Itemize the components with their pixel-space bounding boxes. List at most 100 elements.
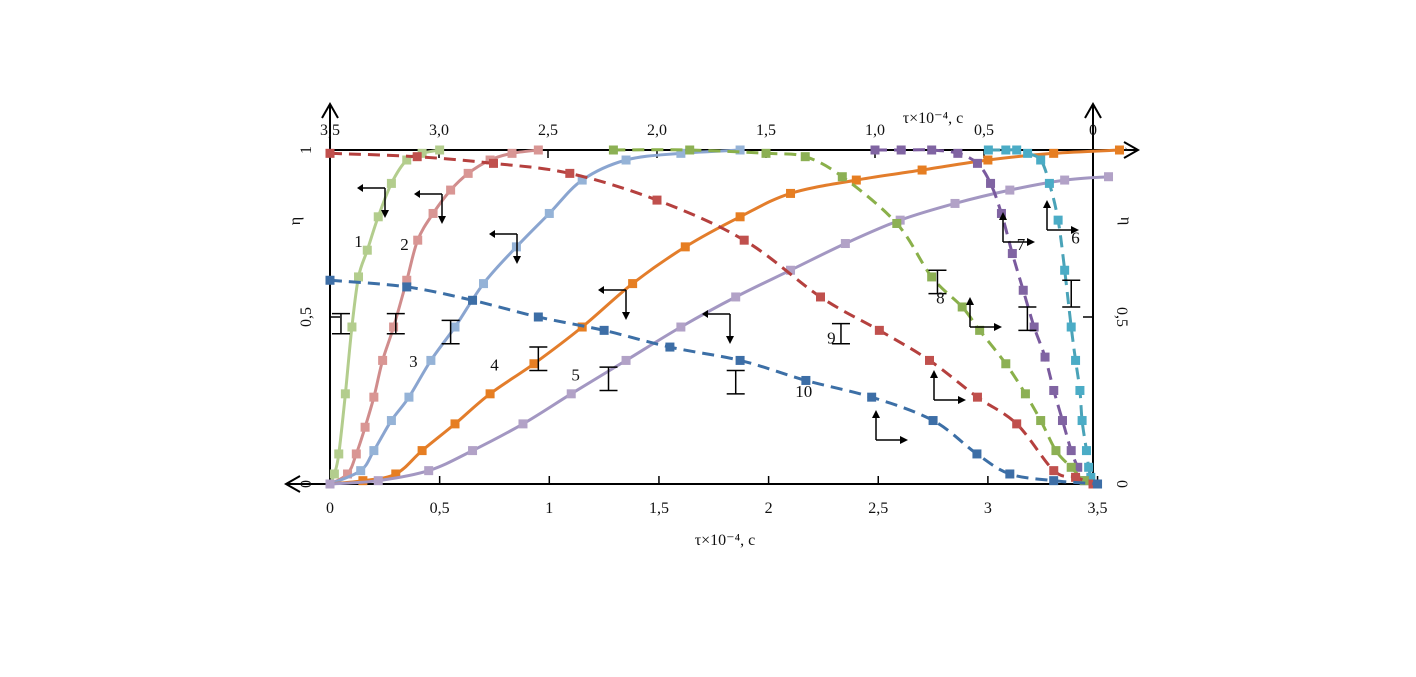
series-point-5 (840, 239, 850, 249)
series-point-2 (360, 422, 370, 432)
series-point-1 (362, 245, 372, 255)
direction-marker-left-down (702, 310, 734, 344)
series-line-8 (613, 148, 1094, 486)
series-point-2 (507, 148, 517, 158)
series-4 (325, 145, 1124, 489)
x-top-tick-label: 3,0 (429, 122, 449, 139)
arrow-down-icon (622, 312, 630, 320)
y-left-tick-label: 0,5 (298, 307, 315, 327)
direction-marker-left-down (489, 230, 521, 264)
series-point-6 (1081, 446, 1091, 456)
series-point-5 (731, 292, 741, 302)
series-point-7 (1007, 249, 1017, 259)
series-point-3 (544, 208, 554, 218)
series-point-10 (533, 312, 543, 322)
direction-marker-up-right (872, 410, 908, 444)
series-point-4 (917, 165, 927, 175)
series-point-5 (424, 466, 434, 476)
series-point-5 (325, 479, 335, 489)
series-point-6 (1086, 472, 1096, 482)
error-bar (386, 312, 405, 335)
series-point-7 (1049, 385, 1059, 395)
x-top-tick-label: 3,5 (320, 122, 340, 139)
series-point-3 (369, 446, 379, 456)
series-point-5 (518, 419, 528, 429)
series-point-9 (565, 168, 575, 178)
curve-label-5: 5 (571, 365, 580, 384)
arrow-right-icon (1027, 238, 1035, 246)
series-point-10 (1093, 479, 1103, 489)
series-point-2 (533, 145, 543, 155)
series-point-5 (950, 198, 960, 208)
series-point-10 (867, 392, 877, 402)
series-point-6 (983, 145, 993, 155)
series-2 (325, 145, 543, 489)
x-top-tick-label: 0 (1089, 122, 1097, 139)
series-group (325, 145, 1124, 489)
series-point-8 (837, 172, 847, 182)
series-point-6 (1075, 385, 1085, 395)
direction-marker-left-down (357, 184, 389, 218)
error-bar (1062, 279, 1081, 308)
series-point-5 (566, 389, 576, 399)
x-bottom-tick-label: 2,5 (868, 500, 888, 517)
series-point-9 (325, 148, 335, 158)
series-point-7 (1040, 352, 1050, 362)
series-point-7 (1018, 285, 1028, 295)
arrow-right-icon (994, 323, 1002, 331)
series-point-8 (927, 272, 937, 282)
series-point-8 (1066, 462, 1076, 472)
series-point-2 (463, 168, 473, 178)
series-point-8 (608, 145, 618, 155)
series-point-8 (975, 325, 985, 335)
arrow-left-icon (702, 310, 708, 318)
curve-label-9: 9 (827, 329, 836, 348)
arrow-down-icon (381, 210, 389, 218)
series-point-2 (402, 275, 412, 285)
direction-marker-up-right (966, 297, 1002, 331)
series-point-4 (680, 242, 690, 252)
series-point-8 (1079, 476, 1089, 486)
series-point-4 (450, 419, 460, 429)
series-point-6 (1053, 215, 1063, 225)
series-point-10 (972, 449, 982, 459)
series-point-1 (347, 322, 357, 332)
series-point-9 (874, 325, 884, 335)
series-point-3 (621, 155, 631, 165)
series-point-7 (1073, 462, 1083, 472)
series-point-1 (354, 272, 364, 282)
arrow-down-icon (438, 216, 446, 224)
series-point-3 (676, 148, 686, 158)
series-point-1 (386, 178, 396, 188)
arrow-left-icon (598, 286, 604, 294)
series-point-7 (996, 208, 1006, 218)
series-point-8 (892, 218, 902, 228)
series-point-7 (1066, 446, 1076, 456)
series-point-1 (402, 155, 412, 165)
series-point-7 (972, 158, 982, 168)
series-point-9 (739, 235, 749, 245)
error-bar (831, 322, 850, 345)
series-point-4 (529, 359, 539, 369)
series-point-10 (402, 282, 412, 292)
series-point-2 (369, 392, 379, 402)
series-point-8 (1036, 416, 1046, 426)
series-point-7 (896, 145, 906, 155)
series-point-6 (1044, 178, 1054, 188)
series-point-4 (983, 155, 993, 165)
series-point-1 (435, 145, 445, 155)
arrow-right-icon (900, 436, 908, 444)
series-point-3 (404, 392, 414, 402)
y-axis-left-arrow-icon (321, 101, 339, 119)
series-point-7 (953, 148, 963, 158)
series-point-5 (786, 265, 796, 275)
curve-label-2: 2 (400, 235, 409, 254)
series-point-1 (373, 212, 383, 222)
series-point-4 (1049, 148, 1059, 158)
series-point-8 (685, 145, 695, 155)
series-8 (608, 145, 1098, 489)
series-point-6 (1060, 265, 1070, 275)
curve-label-6: 6 (1071, 229, 1080, 248)
